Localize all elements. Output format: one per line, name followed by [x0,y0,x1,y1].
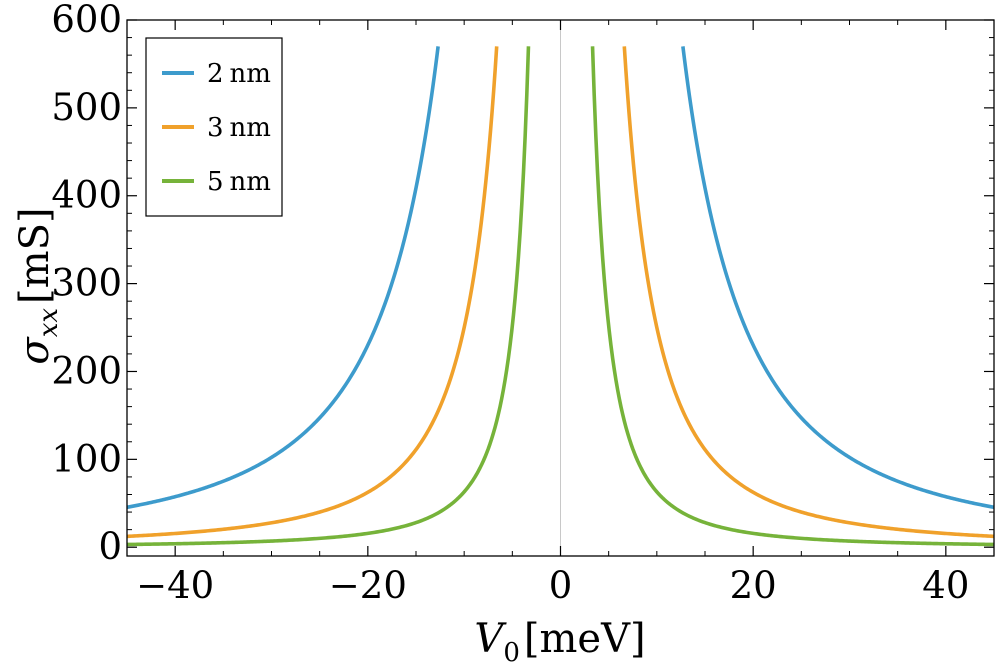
series-line-5nm-left [126,46,531,547]
series-line-3nm-left [126,46,499,539]
y-axis-label: σxx [mS] [12,207,64,364]
series-line-2nm-left [126,46,440,510]
y-axis-unit: [mS] [12,207,58,304]
x-tick-label: 0 [549,564,573,607]
y-tick-label: 600 [51,0,122,41]
x-axis-unit: [meV] [524,616,646,662]
y-axis-sub: xx [34,308,64,338]
y-tick-label: 300 [51,262,122,305]
legend-label-3nm: 3 nm [207,113,271,143]
x-axis-var: V [474,616,507,662]
legend-label-2nm: 2 nm [207,59,271,89]
x-tick-label: −20 [329,564,407,607]
y-tick-label: 400 [51,174,122,217]
legend-label-5nm: 5 nm [207,167,271,197]
series-line-3nm-right [622,46,995,539]
legend: 2 nm 3 nm 5 nm [145,37,283,217]
x-tick-label: −40 [136,564,214,607]
x-tick-label: 40 [922,564,969,607]
x-tick-label: 20 [730,564,777,607]
y-axis-var: σ [12,336,58,365]
x-axis-sub: 0 [503,638,520,668]
y-tick-label: 0 [98,525,122,568]
series-line-2nm-right [681,46,995,510]
y-tick-label: 500 [51,86,122,129]
y-tick-label: 100 [51,437,122,480]
series-line-5nm-right [590,46,995,547]
y-tick-label: 200 [51,349,122,392]
x-axis-label: V0 [meV] [474,616,645,668]
